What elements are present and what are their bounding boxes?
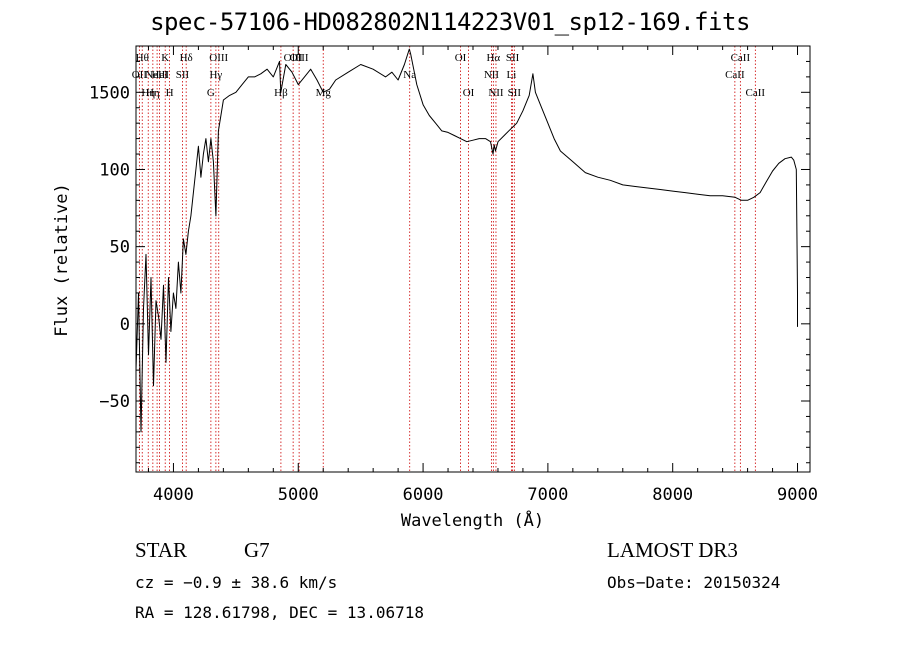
line-label-26: CaII [725, 69, 745, 81]
line-label-12: OIII [209, 52, 228, 64]
line-label-20: NII [484, 69, 500, 81]
line-label-0: OII [132, 69, 148, 81]
object-class: STAR [135, 538, 187, 562]
spectrum-line [135, 48, 798, 433]
line-label-11: Hγ [209, 69, 222, 81]
line-label-19: OI [463, 87, 475, 99]
line-label-2: Hη [141, 87, 155, 99]
line-label-24: SII [506, 52, 520, 64]
line-label-4: NeIII [145, 69, 169, 81]
line-label-1: Hθ [136, 52, 149, 64]
y-tick-label: 50 [110, 238, 130, 258]
line-label-28: CaII [746, 87, 766, 99]
line-label-13: Hβ [274, 87, 288, 99]
ra-dec-coordinates: RA = 128.61798, DEC = 13.06718 [135, 603, 424, 622]
y-tick-label: −50 [99, 392, 130, 412]
chart-title: spec-57106-HD082802N114223V01_sp12-169.f… [150, 8, 750, 36]
line-label-18: OI [455, 52, 467, 64]
y-tick-label: 0 [120, 315, 130, 335]
line-label-10: G [207, 87, 215, 99]
redshift-cz: cz = −0.9 ± 38.6 km/s [135, 573, 338, 592]
x-tick-label: 7000 [527, 485, 568, 505]
x-axis-label: Wavelength (Å) [400, 511, 545, 531]
line-label-22: NII [488, 87, 504, 99]
x-tick-label: 9000 [777, 485, 818, 505]
line-label-9: Hδ [180, 52, 193, 64]
x-tick-label: 4000 [153, 485, 194, 505]
line-label-15: OIII [290, 52, 309, 64]
line-label-25: SII [508, 87, 522, 99]
x-tick-label: 6000 [403, 485, 444, 505]
y-tick-label: 1500 [89, 83, 130, 103]
line-label-6: K [161, 52, 169, 64]
x-tick-label: 8000 [652, 485, 693, 505]
observation-date: Obs−Date: 20150324 [607, 573, 781, 592]
line-label-17: Na [403, 69, 416, 81]
line-label-21: Hα [486, 52, 500, 64]
y-axis-label: Flux (relative) [52, 183, 72, 337]
line-label-3: Hη [146, 87, 160, 99]
line-label-27: CaII [731, 52, 751, 64]
plot-frame [135, 45, 811, 473]
spectral-subclass: G7 [244, 538, 270, 562]
line-label-16: Mg [316, 87, 332, 99]
line-label-7: H [166, 87, 174, 99]
x-tick-label: 5000 [278, 485, 319, 505]
line-label-5: HeI [151, 69, 168, 81]
line-label-23: Li [507, 69, 517, 81]
y-tick-label: 100 [99, 160, 130, 180]
survey-name: LAMOST DR3 [607, 538, 738, 562]
line-label-8: SII [176, 69, 190, 81]
line-label-14: OIII [284, 52, 303, 64]
